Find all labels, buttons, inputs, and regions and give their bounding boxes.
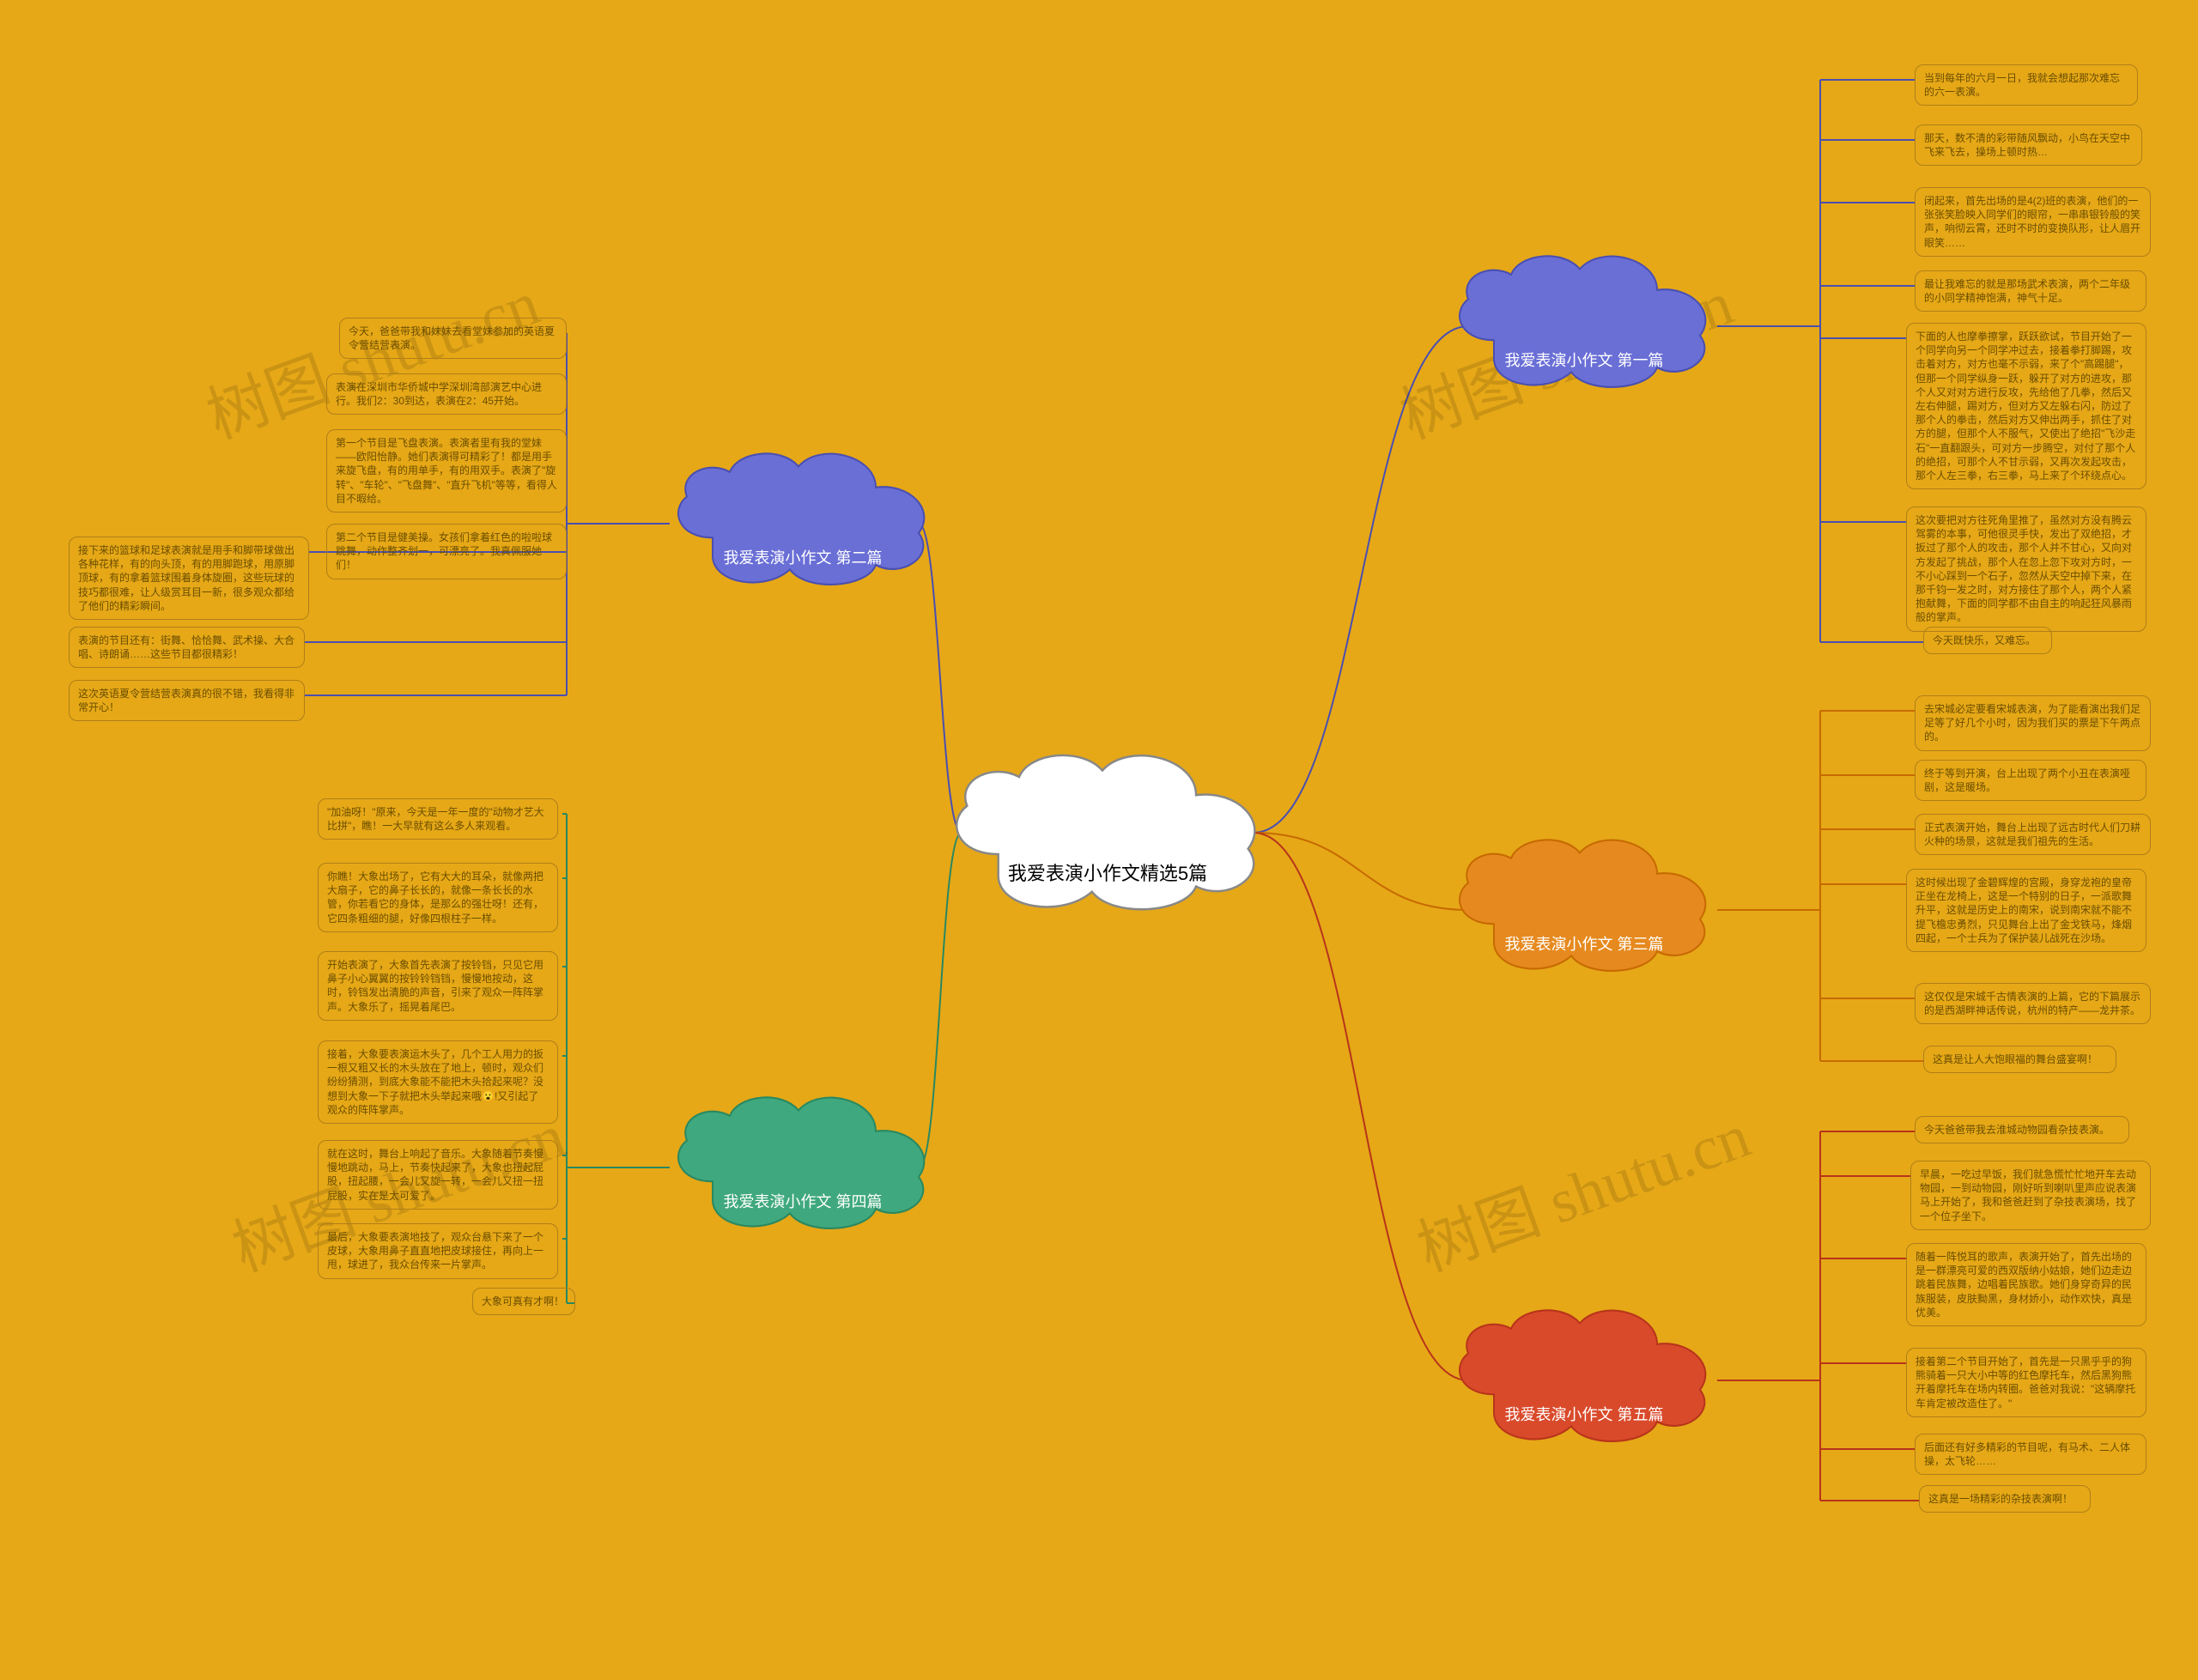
cloud-shape — [956, 755, 1254, 909]
branch-label: 我爱表演小作文 第五篇 — [1442, 1403, 1726, 1425]
leaf-node[interactable]: 早晨，一吃过早饭，我们就急慌忙忙地开车去动物园，一到动物园，刚好听到喇叭里声应说… — [1910, 1161, 2151, 1230]
leaf-node[interactable]: 表演的节目还有：街舞、恰恰舞、武术操、大合唱、诗朗诵……这些节目都很精彩！ — [69, 627, 305, 668]
leaf-node[interactable]: 你瞧！大象出场了，它有大大的耳朵，就像两把大扇子，它的鼻子长长的，就像一条长长的… — [318, 863, 558, 932]
leaf-node[interactable]: 第一个节目是飞盘表演。表演者里有我的堂妹——欧阳怡静。她们表演得可精彩了！都是用… — [326, 429, 567, 512]
leaf-node[interactable]: 正式表演开始，舞台上出现了远古时代人们刀耕火种的场景，这就是我们祖先的生活。 — [1915, 814, 2151, 855]
leaf-node[interactable]: 最让我难忘的就是那场武术表演，两个二年级的小同学精神饱满，神气十足。 — [1915, 270, 2146, 312]
leaf-node[interactable]: 下面的人也摩拳擦掌，跃跃欲试，节目开始了一个同学向另一个同学冲过去，接着拳打脚踢… — [1906, 323, 2146, 489]
center-node[interactable]: 我爱表演小作文精选5篇 — [936, 747, 1279, 919]
leaf-node[interactable]: 这真是让人大饱眼福的舞台盛宴啊！ — [1923, 1046, 2116, 1073]
leaf-node[interactable]: 第二个节目是健美操。女孩们拿着红色的啦啦球跳舞，动作整齐划一，可漂亮了。我真佩服… — [326, 524, 567, 579]
leaf-node[interactable]: 今天既快乐，又难忘。 — [1923, 627, 2052, 654]
leaf-node[interactable]: 这次要把对方往死角里推了，虽然对方没有腾云驾雾的本事，可他很灵手快，发出了双绝招… — [1906, 506, 2146, 632]
leaf-node[interactable]: 闭起来，首先出场的是4(2)班的表演，他们的一张张笑脸映入同学们的眼帘，一串串银… — [1915, 187, 2151, 257]
leaf-node[interactable]: 接下来的篮球和足球表演就是用手和脚带球做出各种花样，有的向头顶，有的用脚跑球，用… — [69, 537, 309, 620]
branch-node[interactable]: 我爱表演小作文 第五篇 — [1442, 1303, 1726, 1449]
leaf-node[interactable]: 后面还有好多精彩的节目呢，有马术、二人体操，太飞轮…… — [1915, 1434, 2146, 1475]
branch-node[interactable]: 我爱表演小作文 第一篇 — [1442, 249, 1726, 395]
leaf-node[interactable]: 这时候出现了金碧辉煌的宫殿，身穿龙袍的皇帝正坐在龙椅上，这是一个特别的日子，一派… — [1906, 869, 2146, 952]
leaf-node[interactable]: 大象可真有才啊！ — [472, 1288, 575, 1315]
branch-node[interactable]: 我爱表演小作文 第二篇 — [661, 446, 944, 592]
center-label: 我爱表演小作文精选5篇 — [936, 858, 1279, 886]
leaf-node[interactable]: 最后，大象要表演地技了，观众台悬下来了一个皮球，大象用鼻子直直地把皮球接住，再向… — [318, 1223, 558, 1279]
leaf-node[interactable]: 接着第二个节目开始了，首先是一只黑乎乎的狗熊骑着一只大小中等的红色摩托车，然后黑… — [1906, 1348, 2146, 1417]
leaf-node[interactable]: 这仅仅是宋城千古情表演的上篇，它的下篇展示的是西湖畔神话传说，杭州的特产——龙井… — [1915, 983, 2151, 1024]
branch-node[interactable]: 我爱表演小作文 第三篇 — [1442, 833, 1726, 979]
leaf-node[interactable]: 这真是一场精彩的杂技表演啊！ — [1919, 1485, 2091, 1513]
leaf-node[interactable]: "加油呀！"原来，今天是一年一度的"动物才艺大比拼"，瞧！一大早就有这么多人来观… — [318, 798, 558, 840]
leaf-node[interactable]: 开始表演了，大象首先表演了按铃铛，只见它用鼻子小心翼翼的按铃铃铛铛，慢慢地按动，… — [318, 951, 558, 1021]
leaf-node[interactable]: 接着，大象要表演运木头了，几个工人用力的扳一根又粗又长的木头放在了地上，顿时，观… — [318, 1040, 558, 1124]
branch-label: 我爱表演小作文 第二篇 — [661, 546, 944, 568]
branch-label: 我爱表演小作文 第四篇 — [661, 1190, 944, 1212]
branch-node[interactable]: 我爱表演小作文 第四篇 — [661, 1090, 944, 1236]
leaf-node[interactable]: 今天爸爸带我去淮城动物园看杂技表演。 — [1915, 1116, 2129, 1143]
leaf-node[interactable]: 就在这时，舞台上响起了音乐。大象随着节奏慢慢地跳动，马上，节奏快起来了，大象也扭… — [318, 1140, 558, 1210]
branch-label: 我爱表演小作文 第三篇 — [1442, 932, 1726, 955]
leaf-node[interactable]: 今天，爸爸带我和妹妹去看堂妹参加的英语夏令营结营表演。 — [339, 318, 567, 359]
leaf-node[interactable]: 去宋城必定要看宋城表演，为了能看演出我们足足等了好几个小时，因为我们买的票是下午… — [1915, 695, 2151, 751]
mindmap-canvas: 树图 shutu.cn 树图 shutu.cn 树图 shutu.cn 树图 s… — [0, 0, 2198, 1680]
leaf-node[interactable]: 终于等到开演，台上出现了两个小丑在表演哑剧，这是暖场。 — [1915, 760, 2146, 801]
leaf-node[interactable]: 表演在深圳市华侨城中学深圳湾部演艺中心进行。我们2：30到达，表演在2：45开始… — [326, 373, 567, 415]
watermark: 树图 shutu.cn — [1403, 1085, 1760, 1289]
leaf-node[interactable]: 这次英语夏令营结营表演真的很不错，我看得非常开心！ — [69, 680, 305, 721]
branch-label: 我爱表演小作文 第一篇 — [1442, 349, 1726, 371]
leaf-node[interactable]: 随着一阵悦耳的歌声，表演开始了，首先出场的是一群漂亮可爱的西双版纳小姑娘，她们边… — [1906, 1243, 2146, 1326]
leaf-node[interactable]: 当到每年的六月一日，我就会想起那次难忘的六一表演。 — [1915, 64, 2138, 106]
leaf-node[interactable]: 那天，数不清的彩带随风飘动，小鸟在天空中飞来飞去，操场上顿时热… — [1915, 124, 2142, 166]
